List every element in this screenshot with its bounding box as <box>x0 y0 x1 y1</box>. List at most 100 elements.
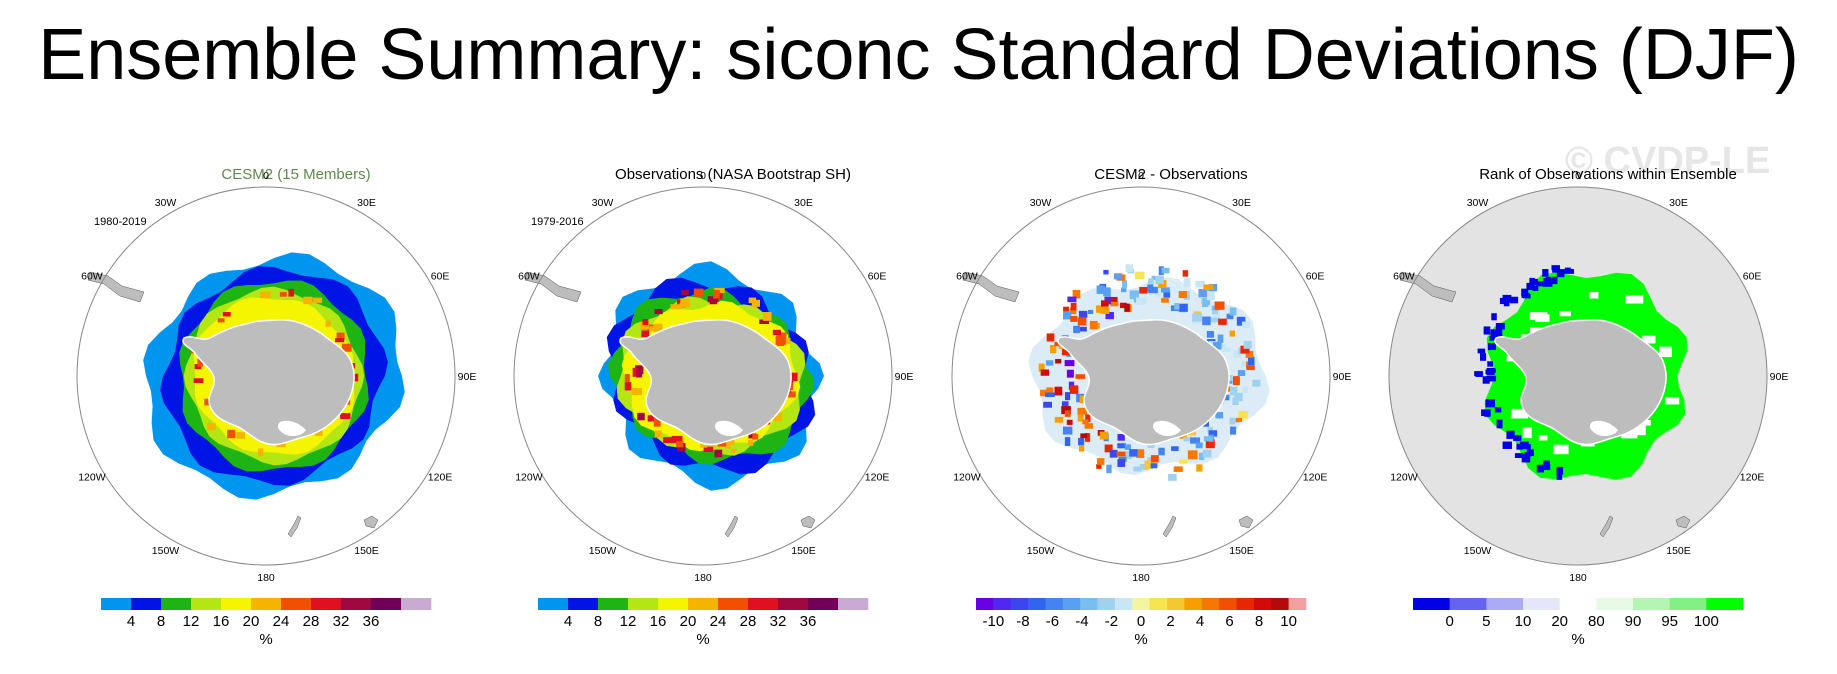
new-zealand-landmass <box>1599 515 1614 538</box>
diff-cell <box>1063 306 1070 316</box>
diff-cell <box>1046 387 1054 394</box>
diff-cell <box>1055 359 1062 364</box>
lon-label: 180 <box>1132 572 1150 584</box>
diff-cell <box>1139 287 1148 294</box>
diff-cell <box>1158 266 1164 276</box>
colorbar <box>101 598 432 610</box>
sd-hotspot <box>731 448 737 453</box>
sd-hotspot <box>641 330 650 338</box>
diff-cell <box>1183 437 1192 442</box>
rank-cell-low <box>1516 443 1524 450</box>
diff-cell <box>1192 313 1203 322</box>
sd-hotspot <box>260 291 271 299</box>
lon-label: 60W <box>81 271 103 283</box>
new-zealand-landmass <box>1162 515 1177 538</box>
rank-cell <box>1665 397 1680 405</box>
sd-hotspot <box>236 432 246 439</box>
sd-hotspot <box>217 318 225 323</box>
map-panel-4: Rank of Observations within Ensemble 0 30E… <box>1388 160 1828 660</box>
colorbar-segment <box>371 598 402 610</box>
diff-cell <box>1077 317 1087 326</box>
diff-cell <box>1117 443 1126 449</box>
diff-cell <box>1247 356 1255 366</box>
rank-cell-low <box>1526 282 1535 291</box>
lon-label: 120W <box>515 472 543 484</box>
colorbar-segment <box>568 598 599 610</box>
diff-cell <box>1077 407 1088 415</box>
map-panel-2: Observations (NASA Bootstrap SH) 1979-201… <box>513 160 953 660</box>
colorbar-unit-label: % <box>1571 631 1584 648</box>
diff-cell <box>1208 430 1218 437</box>
sd-hotspot <box>752 434 759 440</box>
colorbar-segment <box>1114 598 1133 610</box>
colorbar-segment <box>976 598 994 610</box>
rank-cell-low <box>1551 265 1560 271</box>
diff-cell <box>1069 307 1077 315</box>
south-america-landmass <box>524 271 582 303</box>
rank-cell-low <box>1521 454 1531 463</box>
colorbar-tick-label: -4 <box>1075 613 1088 630</box>
lon-label: 150W <box>152 545 180 557</box>
sd-hotspot <box>724 441 731 449</box>
diff-cell <box>1040 389 1047 397</box>
colorbar-tick-label: 4 <box>1196 613 1204 630</box>
diff-cell <box>1161 298 1169 303</box>
colorbar-tick-label: 12 <box>620 613 637 630</box>
sd-hotspot <box>207 422 216 431</box>
sd-hotspot <box>640 321 649 330</box>
colorbar-tick-label: 100 <box>1694 613 1719 630</box>
diff-cell <box>1121 280 1128 289</box>
diff-cell <box>1099 431 1109 440</box>
colorbar-tick-label: 16 <box>650 613 667 630</box>
lon-label: 0 <box>1138 170 1144 182</box>
lon-label: 30W <box>155 197 177 209</box>
sd-hotspot <box>653 418 661 427</box>
colorbar-segment <box>1149 598 1168 610</box>
diff-cell <box>1072 289 1081 299</box>
diff-cell <box>1124 303 1130 312</box>
rank-cell <box>1522 427 1532 439</box>
diff-cell <box>1215 412 1224 419</box>
colorbar-tick-label: 20 <box>680 613 697 630</box>
rank-cell-low <box>1551 276 1558 285</box>
rank-cell <box>1553 444 1569 455</box>
colorbar-segment <box>1080 598 1098 610</box>
sd-hotspot <box>288 288 295 297</box>
sd-hotspot <box>781 338 791 344</box>
diff-cell <box>1134 271 1145 280</box>
diff-cell <box>1190 437 1201 444</box>
colorbar-segment <box>191 598 222 610</box>
diff-cell <box>1246 365 1255 371</box>
sd-hotspot <box>193 378 204 384</box>
sd-hotspot <box>709 298 718 305</box>
lon-label: 30E <box>1669 197 1688 209</box>
rank-cell-low <box>1508 297 1517 303</box>
colorbar-segment <box>628 598 659 610</box>
rank-cell-low <box>1486 375 1497 382</box>
colorbar-tick-label: 10 <box>1515 613 1532 630</box>
lon-label: 0 <box>263 170 269 182</box>
sd-hotspot <box>714 449 723 458</box>
panel-title: CESM2 - Observations <box>1094 166 1248 183</box>
colorbar-segment <box>161 598 192 610</box>
diff-cell <box>1054 386 1063 396</box>
diff-cell <box>1198 452 1205 461</box>
colorbar-segment <box>1413 598 1450 610</box>
lon-label: 150E <box>791 545 816 557</box>
lon-label: 180 <box>257 572 275 584</box>
antarctica-landmass <box>619 318 792 446</box>
colorbar-tick-label: 36 <box>800 613 817 630</box>
diff-cell <box>1136 297 1145 306</box>
colorbar-segment <box>658 598 689 610</box>
diff-cell <box>1226 313 1234 320</box>
diff-cell <box>1066 369 1074 378</box>
colorbar-segment <box>1097 598 1116 610</box>
colorbar-tick-label: 4 <box>127 613 135 630</box>
colorbar-segment <box>1219 598 1237 610</box>
sd-hotspot <box>773 412 782 422</box>
colorbar-tick-label: -10 <box>983 613 1005 630</box>
antarctica-landmass <box>1057 318 1230 446</box>
polar-map: 030E60E90E120E150E180150W120W90W60W30W-1… <box>951 170 1351 648</box>
diff-cell <box>1103 287 1111 297</box>
sd-hotspot <box>636 369 643 378</box>
